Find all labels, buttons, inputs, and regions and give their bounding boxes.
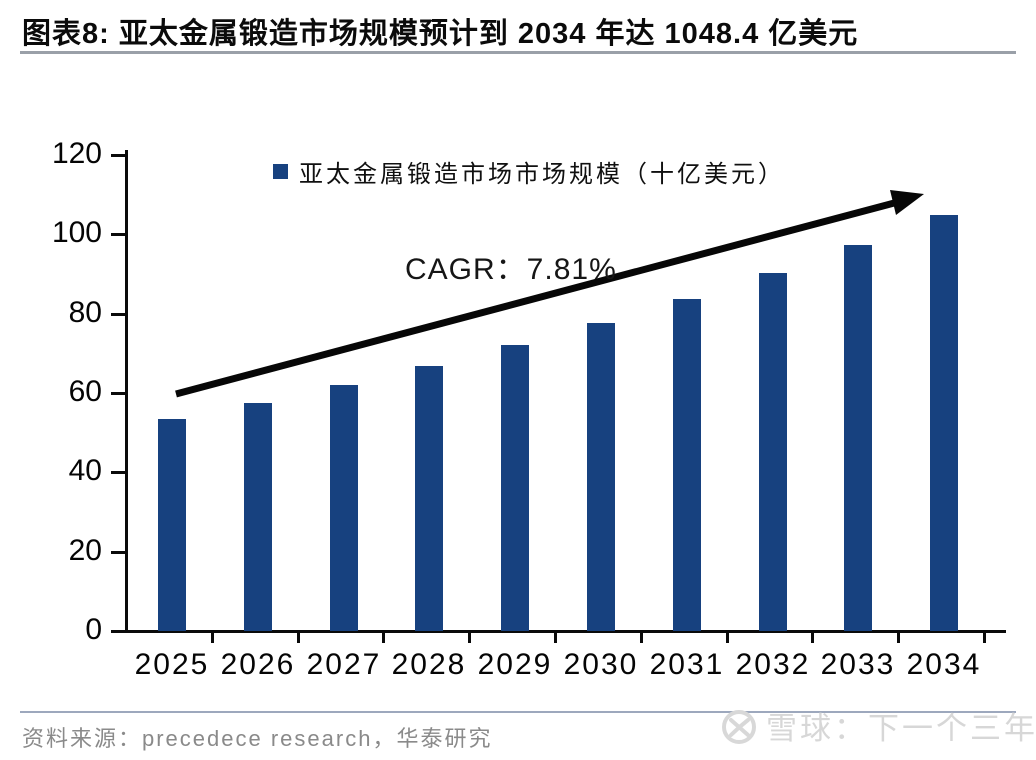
cagr-annotation: CAGR：7.81%: [405, 253, 617, 286]
x-tick-mark-5: [554, 631, 557, 643]
bar-2025: [158, 419, 186, 631]
x-tick-label-2032: 2032: [735, 648, 811, 681]
x-tick-label-2025: 2025: [134, 648, 210, 681]
y-tick-mark-80: [111, 313, 125, 316]
y-tick-label-80: 80: [68, 296, 102, 329]
figure-title: 图表8: 亚太金属锻造市场规模预计到 2034 年达 1048.4 亿美元: [22, 18, 859, 50]
x-tick-label-2026: 2026: [220, 648, 296, 681]
bar-2026: [244, 403, 272, 631]
x-tick-mark-10: [983, 631, 986, 643]
x-axis-line: [125, 630, 1006, 633]
bar-2028: [415, 366, 443, 631]
bar-2034: [930, 215, 958, 631]
y-tick-label-60: 60: [68, 375, 102, 408]
chart-legend: 亚太金属锻造市场市场规模（十亿美元）: [273, 154, 785, 189]
y-tick-mark-20: [111, 551, 125, 554]
x-tick-mark-6: [640, 631, 643, 643]
x-tick-label-2030: 2030: [563, 648, 639, 681]
y-tick-label-120: 120: [51, 137, 102, 170]
bar-2030: [587, 323, 615, 631]
x-tick-mark-9: [897, 631, 900, 643]
y-tick-mark-0: [111, 630, 125, 633]
x-tick-label-2033: 2033: [820, 648, 896, 681]
legend-swatch-icon: [273, 164, 288, 179]
bar-2032: [759, 273, 787, 631]
x-tick-mark-2: [297, 631, 300, 643]
x-tick-label-2028: 2028: [391, 648, 467, 681]
y-tick-mark-40: [111, 471, 125, 474]
y-axis-line: [125, 150, 128, 633]
y-tick-label-40: 40: [68, 454, 102, 487]
x-tick-label-2027: 2027: [306, 648, 382, 681]
y-tick-label-20: 20: [68, 534, 102, 567]
x-tick-mark-3: [382, 631, 385, 643]
bar-2033: [844, 245, 872, 631]
x-tick-mark-7: [726, 631, 729, 643]
xueqiu-logo-icon: [722, 709, 756, 744]
footer-divider: [20, 711, 1016, 713]
x-tick-label-2029: 2029: [477, 648, 553, 681]
title-divider: [20, 51, 1016, 54]
y-tick-mark-100: [111, 233, 125, 236]
x-tick-mark-1: [211, 631, 214, 643]
y-tick-label-100: 100: [51, 216, 102, 249]
legend-label: 亚太金属锻造市场市场规模（十亿美元）: [299, 160, 785, 188]
x-tick-mark-4: [468, 631, 471, 643]
bar-2031: [673, 299, 701, 631]
y-tick-mark-120: [111, 154, 125, 157]
x-tick-label-2031: 2031: [649, 648, 725, 681]
watermark-text: 雪球：下一个三年: [766, 711, 1036, 747]
y-tick-label-0: 0: [85, 613, 102, 646]
bar-2029: [501, 345, 529, 631]
y-tick-mark-60: [111, 392, 125, 395]
x-tick-label-2034: 2034: [906, 648, 982, 681]
bar-2027: [330, 385, 358, 631]
x-tick-mark-8: [811, 631, 814, 643]
source-note: 资料来源：precedece research，华泰研究: [22, 726, 493, 751]
watermark: 雪球：下一个三年: [720, 703, 1036, 748]
